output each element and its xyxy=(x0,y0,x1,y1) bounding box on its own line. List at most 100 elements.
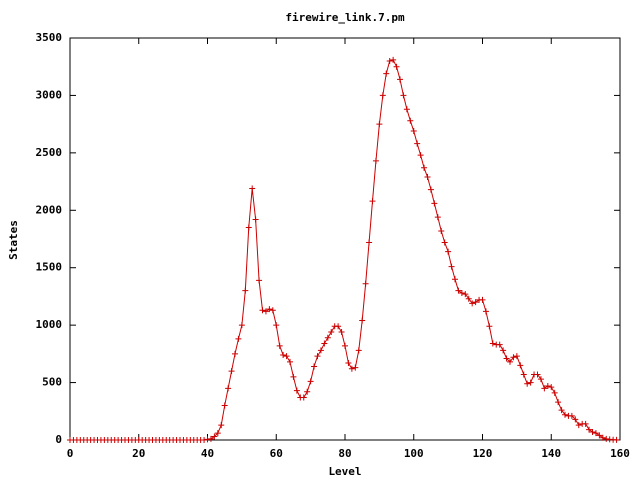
point-marker xyxy=(280,352,287,359)
point-marker xyxy=(390,56,397,63)
series-line xyxy=(70,59,617,441)
x-tick-label: 0 xyxy=(67,447,74,460)
point-marker xyxy=(393,63,400,70)
point-marker xyxy=(414,140,421,147)
point-marker xyxy=(355,347,362,354)
point-marker xyxy=(613,436,620,443)
point-marker xyxy=(586,426,593,433)
point-marker xyxy=(201,437,208,443)
point-marker xyxy=(424,173,431,180)
point-marker xyxy=(266,306,273,313)
point-marker xyxy=(228,368,235,375)
point-marker xyxy=(507,358,513,365)
point-marker xyxy=(204,436,211,443)
point-marker xyxy=(558,407,565,414)
point-marker xyxy=(249,185,256,192)
point-marker xyxy=(369,198,376,205)
x-tick-label: 60 xyxy=(270,447,283,460)
x-tick-label: 140 xyxy=(541,447,561,460)
point-marker xyxy=(342,342,348,349)
point-marker xyxy=(383,70,390,77)
point-marker xyxy=(434,214,441,221)
point-marker xyxy=(582,420,589,427)
plot-frame xyxy=(69,37,621,441)
point-marker xyxy=(211,433,218,440)
point-marker xyxy=(321,340,328,347)
point-marker xyxy=(596,432,603,439)
point-marker xyxy=(262,308,269,315)
point-marker xyxy=(455,287,462,294)
point-marker xyxy=(328,329,335,336)
point-marker xyxy=(293,387,300,394)
point-marker xyxy=(207,435,214,442)
point-marker xyxy=(431,200,438,207)
point-marker xyxy=(572,416,579,423)
y-tick-label: 500 xyxy=(42,376,62,389)
point-marker xyxy=(366,239,373,246)
point-marker xyxy=(400,92,407,99)
point-marker xyxy=(372,157,379,164)
point-marker xyxy=(410,128,417,135)
point-marker xyxy=(269,307,276,314)
point-marker xyxy=(259,307,266,314)
point-marker xyxy=(379,92,386,99)
point-marker xyxy=(513,353,520,360)
point-marker xyxy=(304,388,311,395)
point-marker xyxy=(214,430,221,437)
x-tick-label: 20 xyxy=(132,447,145,460)
y-tick-label: 1000 xyxy=(36,318,63,331)
point-marker xyxy=(534,371,541,378)
point-marker xyxy=(462,291,469,298)
point-marker xyxy=(218,422,225,429)
point-marker xyxy=(290,373,297,380)
point-marker xyxy=(472,299,479,306)
point-marker xyxy=(555,399,562,406)
point-marker xyxy=(517,362,524,369)
point-marker xyxy=(345,360,352,367)
y-tick-label: 2000 xyxy=(36,203,63,216)
y-tick-label: 3500 xyxy=(36,31,63,44)
point-marker xyxy=(482,308,489,315)
point-marker xyxy=(427,186,434,193)
x-tick-label: 80 xyxy=(338,447,351,460)
point-marker xyxy=(287,358,293,365)
point-marker xyxy=(445,248,452,255)
point-marker xyxy=(338,329,345,336)
point-marker xyxy=(300,394,307,401)
point-marker xyxy=(324,334,331,341)
point-marker xyxy=(489,340,496,347)
point-marker xyxy=(551,389,558,396)
point-marker xyxy=(256,277,263,284)
point-marker xyxy=(510,354,517,361)
point-marker xyxy=(221,402,228,409)
point-marker xyxy=(524,380,531,387)
point-marker xyxy=(479,296,486,303)
point-marker xyxy=(469,300,476,307)
point-marker xyxy=(496,341,503,348)
point-marker xyxy=(537,376,544,383)
point-marker xyxy=(386,57,393,64)
point-marker xyxy=(465,295,472,302)
chart-title: firewire_link.7.pm xyxy=(285,11,405,24)
point-marker xyxy=(421,164,428,171)
point-marker xyxy=(397,76,403,83)
point-marker xyxy=(448,263,455,270)
y-tick-label: 1500 xyxy=(36,261,63,274)
point-marker xyxy=(238,322,245,329)
point-marker xyxy=(486,323,493,330)
point-marker xyxy=(283,353,290,360)
point-marker xyxy=(575,422,582,429)
point-marker xyxy=(352,364,359,371)
point-marker xyxy=(245,224,252,231)
point-marker xyxy=(548,384,555,391)
x-tick-label: 120 xyxy=(473,447,493,460)
y-tick-label: 2500 xyxy=(36,146,63,159)
y-axis-label: States xyxy=(7,220,20,260)
point-marker xyxy=(458,289,465,296)
point-marker xyxy=(407,117,414,124)
x-tick-label: 160 xyxy=(610,447,630,460)
point-marker xyxy=(348,365,355,372)
point-marker xyxy=(242,287,249,294)
x-tick-label: 40 xyxy=(201,447,214,460)
point-marker xyxy=(568,412,575,419)
